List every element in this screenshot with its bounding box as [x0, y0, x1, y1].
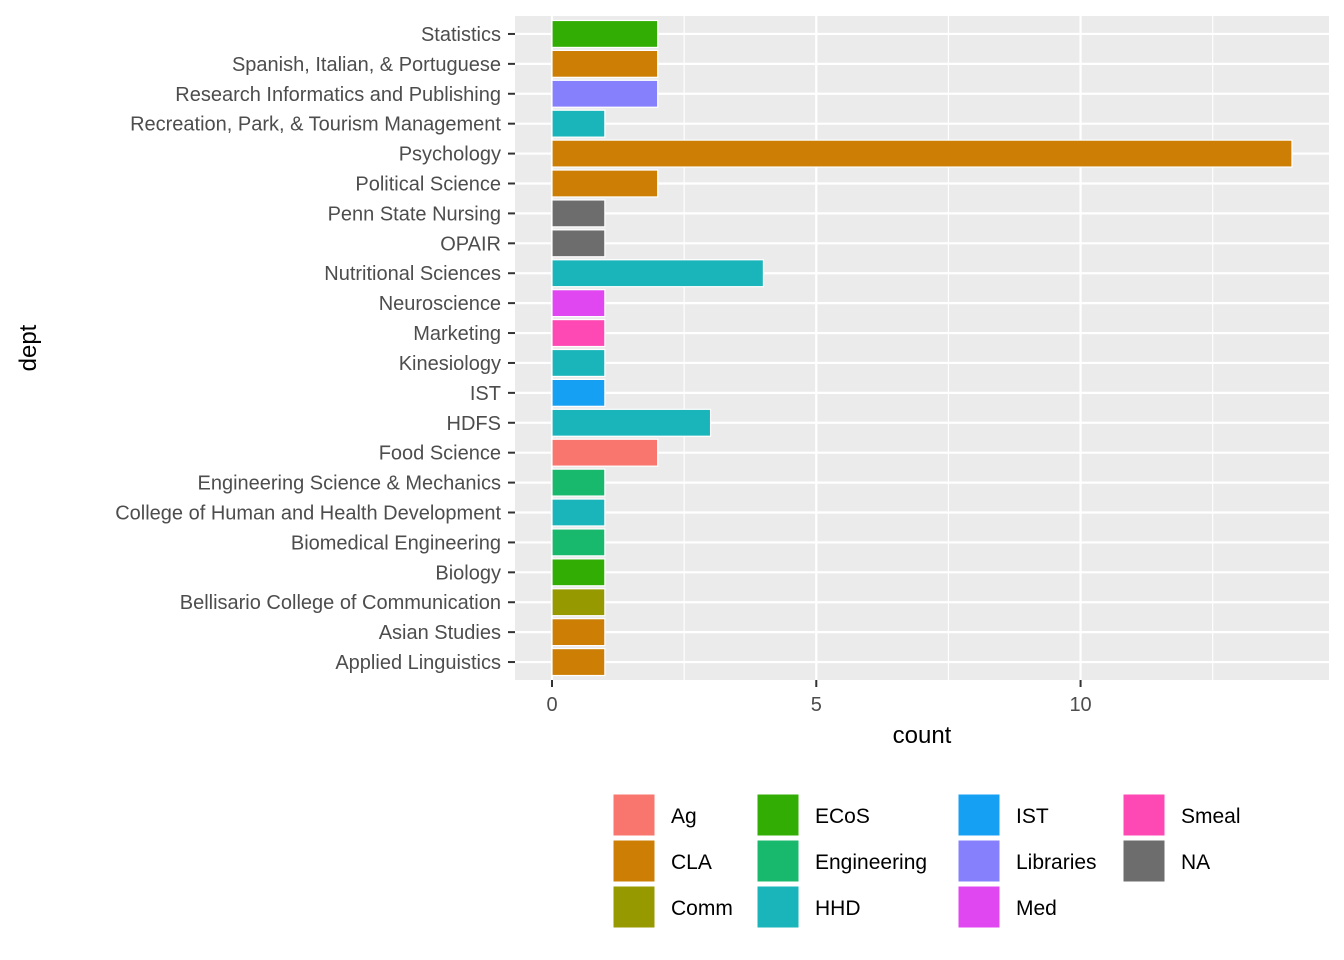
y-tick-label: HDFS [447, 413, 501, 435]
bar-nutritional-sciences [551, 259, 765, 288]
legend: Ag CLA Comm ECoS Engineering HHD IST Libraries M… [612, 793, 1241, 929]
legend-key [1122, 793, 1166, 837]
bars [551, 19, 1293, 677]
x-axis-title: count [893, 722, 952, 749]
y-axis: Statistics Spanish, Italian, & Portuguese… [115, 24, 515, 674]
bar-kinesiology [551, 348, 606, 378]
y-tick-label: Statistics [421, 24, 501, 46]
legend-key [612, 793, 656, 837]
legend-key [756, 793, 800, 837]
legend-key [756, 885, 800, 929]
y-tick-label: Psychology [399, 144, 501, 166]
bar-research-informatics-and-publishing [551, 79, 659, 108]
legend-label: NA [1181, 851, 1210, 874]
legend-key [1122, 839, 1166, 883]
y-tick-label: Food Science [379, 443, 501, 465]
legend-label: Comm [671, 897, 733, 920]
y-tick-label: Biomedical Engineering [291, 532, 501, 554]
legend-key [957, 839, 1001, 883]
bar-penn-state-nursing [551, 199, 606, 228]
x-tick-label: 10 [1069, 694, 1091, 716]
bar-applied-linguistics [551, 647, 606, 677]
y-tick-label: Applied Linguistics [335, 652, 501, 674]
plot-panel [515, 16, 1329, 680]
legend-label: CLA [671, 851, 712, 874]
legend-key [957, 885, 1001, 929]
bar-neuroscience [551, 289, 606, 318]
y-tick-label: Research Informatics and Publishing [175, 84, 501, 106]
bar-food-science [551, 438, 659, 467]
bar-statistics [551, 19, 659, 49]
y-tick-label: Asian Studies [379, 622, 501, 644]
bar-spanish-italian-portuguese [551, 49, 659, 78]
y-tick-label: Political Science [355, 173, 501, 195]
y-tick-label: College of Human and Health Development [115, 503, 501, 525]
legend-label: IST [1016, 805, 1049, 828]
y-tick-label: Marketing [413, 323, 501, 345]
bar-asian-studies [551, 618, 606, 647]
bar-ist [551, 378, 606, 407]
bar-marketing [551, 318, 606, 348]
y-tick-label: IST [470, 383, 501, 405]
y-tick-label: Kinesiology [399, 353, 501, 375]
legend-label: Smeal [1181, 805, 1241, 828]
y-tick-label: Spanish, Italian, & Portuguese [232, 54, 501, 76]
bar-biology [551, 558, 606, 587]
bar-political-science [551, 169, 659, 198]
legend-label: Engineering [815, 851, 927, 874]
x-axis: 0 5 10 [546, 680, 1092, 716]
y-tick-label: Penn State Nursing [328, 203, 501, 225]
legend-label: Med [1016, 897, 1057, 920]
bar-opair [551, 229, 606, 258]
bar-college-of-human-and-health-development [551, 498, 606, 527]
y-tick-label: Engineering Science & Mechanics [197, 473, 501, 495]
y-tick-label: OPAIR [440, 233, 501, 255]
bar-engineering-science-mechanics [551, 468, 606, 497]
y-tick-label: Biology [435, 562, 501, 584]
x-tick-label: 5 [811, 694, 822, 716]
legend-key [756, 839, 800, 883]
x-tick-label: 0 [546, 694, 557, 716]
y-tick-label: Neuroscience [379, 293, 501, 315]
legend-label: Libraries [1016, 851, 1097, 874]
bar-bellisario-college-of-communication [551, 588, 606, 617]
y-tick-label: Bellisario College of Communication [180, 592, 501, 614]
y-tick-label: Nutritional Sciences [324, 263, 501, 285]
y-axis-title: dept [15, 324, 42, 371]
bar-psychology [551, 139, 1293, 168]
y-tick-label: Recreation, Park, & Tourism Management [130, 114, 501, 136]
bar-hdfs [551, 408, 712, 437]
legend-key [612, 839, 656, 883]
legend-label: HHD [815, 897, 861, 920]
legend-key [612, 885, 656, 929]
legend-label: ECoS [815, 805, 870, 828]
legend-key [957, 793, 1001, 837]
bar-recreation-park-tourism-management [551, 109, 606, 138]
bar-biomedical-engineering [551, 528, 606, 557]
legend-label: Ag [671, 805, 697, 828]
